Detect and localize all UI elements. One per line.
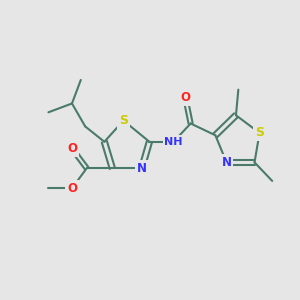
Text: N: N <box>222 156 232 169</box>
Text: O: O <box>67 182 77 195</box>
Text: N: N <box>137 162 147 175</box>
Text: NH: NH <box>164 137 183 147</box>
Text: O: O <box>180 91 190 104</box>
Text: S: S <box>119 114 128 127</box>
Text: S: S <box>255 126 264 140</box>
Text: O: O <box>67 142 77 155</box>
